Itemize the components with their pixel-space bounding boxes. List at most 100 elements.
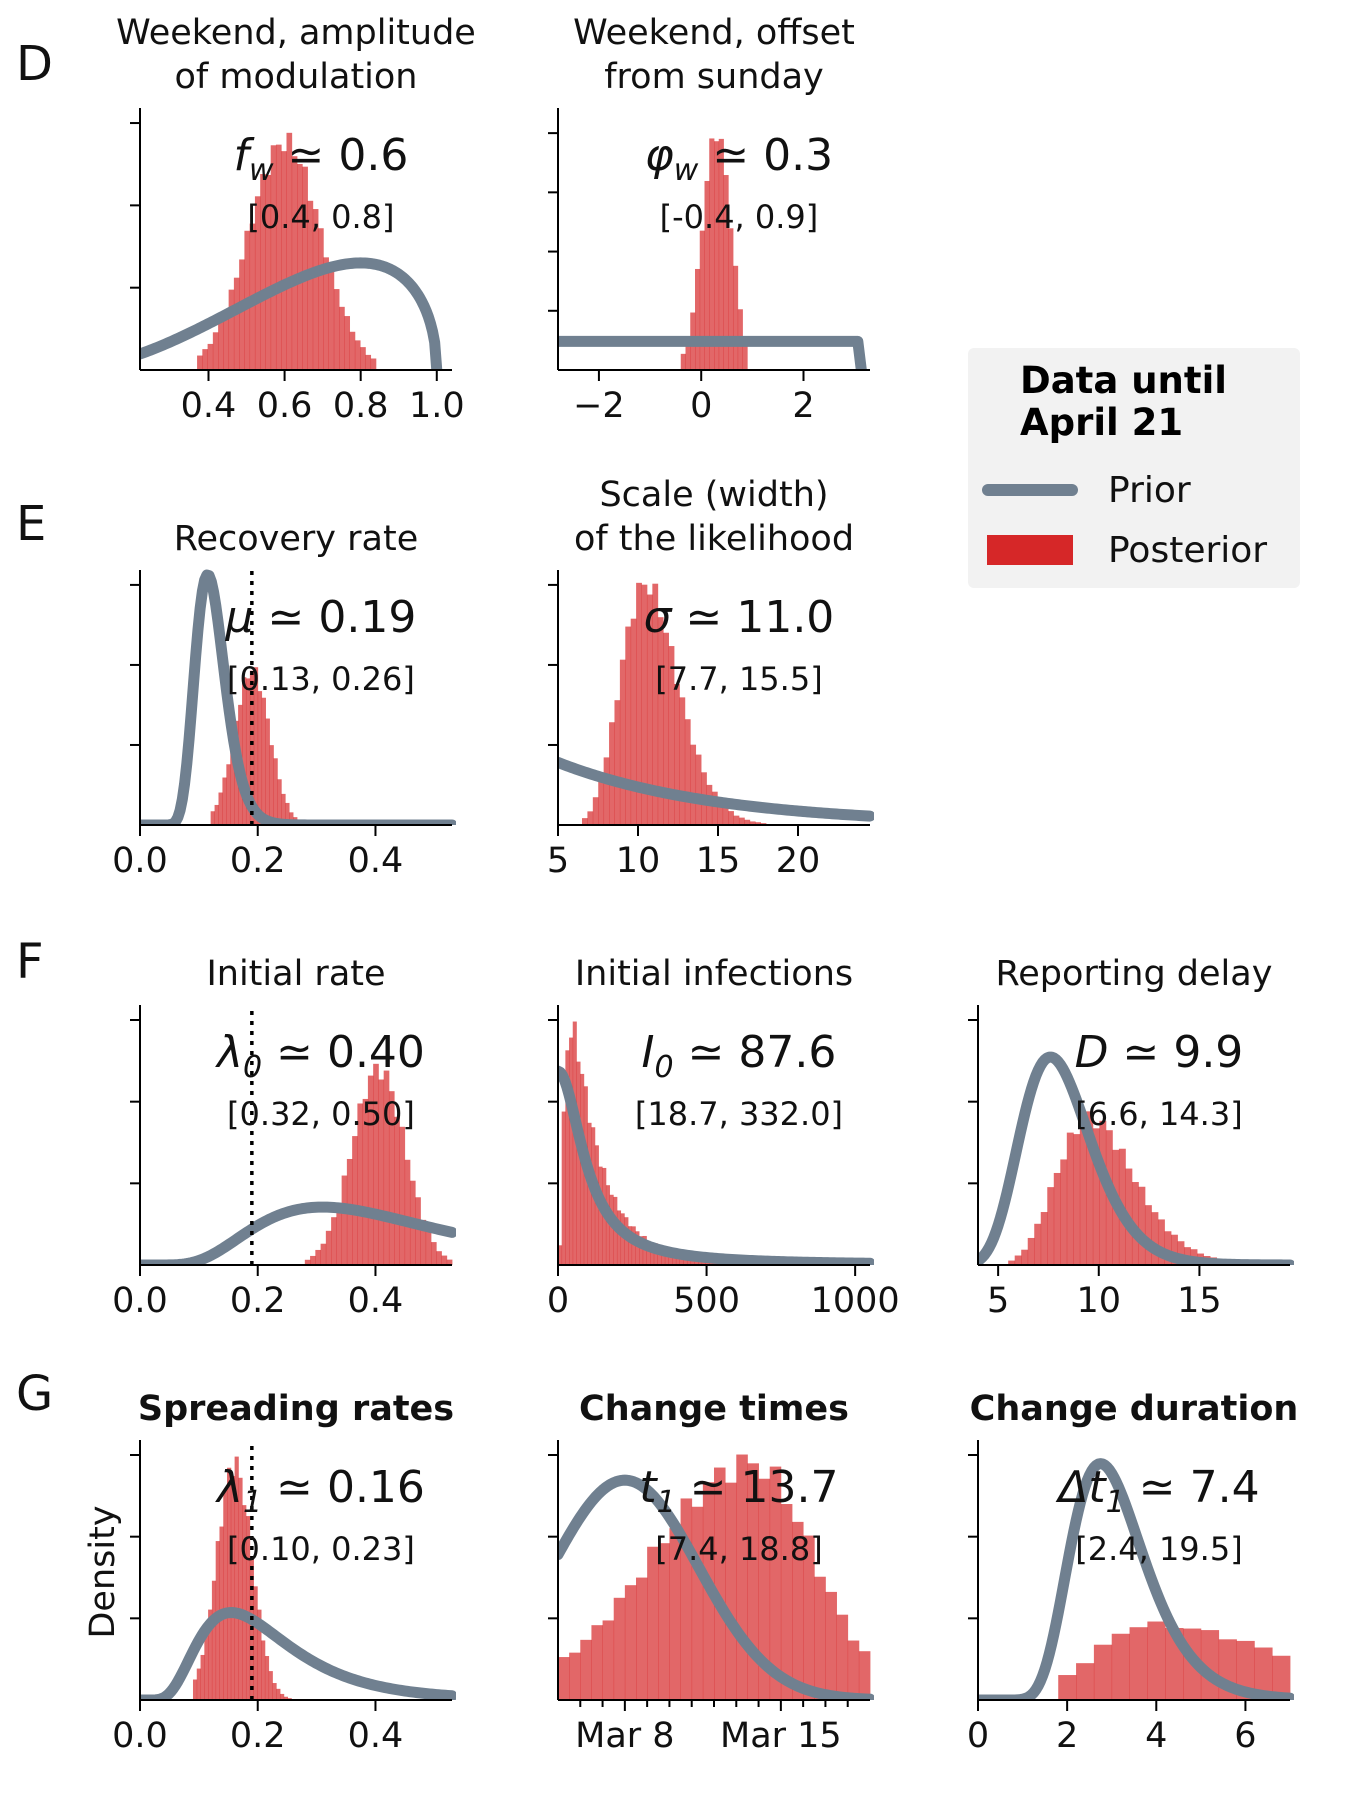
panel-title: Spreading rates [138, 1389, 454, 1429]
posterior-bar [318, 228, 324, 370]
posterior-bar [323, 257, 329, 370]
posterior-bar [780, 1504, 793, 1700]
prior-line [978, 1458, 1294, 1700]
panel-lambda1: 0.0 0.2 0.4 Spreading rates λ1 ≃ 0.16 [0.10, … [16, 1366, 456, 1756]
marks-t1 [558, 1454, 874, 1700]
posterior-bar [378, 1079, 385, 1265]
posterior-bar [388, 1091, 395, 1265]
posterior-bar [260, 174, 266, 370]
panel-letter: F [16, 934, 44, 990]
posterior-bar [333, 289, 340, 370]
posterior-bar [446, 1259, 453, 1265]
posterior-bar [624, 1217, 629, 1265]
x-tick-label: −2 [573, 386, 625, 426]
posterior-bar [430, 1242, 437, 1265]
posterior-bar [714, 1467, 726, 1700]
posterior-bar [425, 1231, 432, 1265]
posterior-bar [245, 1516, 251, 1700]
panel-title: Change times [579, 1389, 849, 1429]
posterior-bar [227, 1467, 232, 1700]
posterior-bar [370, 358, 377, 370]
panel-letter: D [16, 36, 53, 92]
legend-posterior-swatch [987, 535, 1073, 565]
posterior-bar [249, 670, 255, 825]
posterior-bar [281, 151, 287, 370]
posterior-bar [561, 1111, 566, 1265]
posterior-bar [211, 1580, 217, 1700]
posterior-bar [420, 1219, 427, 1265]
posterior-bar [558, 1245, 563, 1265]
posterior-bar [1092, 1128, 1100, 1265]
posterior-bar [628, 1226, 633, 1265]
posterior-bar [598, 781, 605, 825]
x-tick-label: 0.2 [230, 1716, 286, 1756]
posterior-bar [360, 347, 366, 370]
x-tick-label: 0.8 [333, 386, 389, 426]
posterior-bar [1047, 1187, 1055, 1265]
x-tick-label: 0.4 [181, 386, 237, 426]
x-tick-label: Mar 8 [575, 1716, 674, 1756]
posterior-bar [253, 667, 259, 825]
panel-title: Initial rate [206, 954, 385, 994]
posterior-bar [635, 1231, 640, 1265]
posterior-bar [272, 1683, 277, 1700]
marks-fw [140, 132, 443, 370]
posterior-bar [208, 1609, 213, 1700]
posterior-bar [277, 779, 282, 825]
posterior-bar [684, 719, 691, 825]
posterior-bar [331, 1217, 337, 1265]
posterior-bar [239, 259, 245, 370]
x-tick-label: Mar 15 [720, 1716, 842, 1756]
posterior-bar [725, 1482, 737, 1700]
posterior-bar [711, 791, 718, 825]
posterior-bar [373, 1063, 379, 1265]
posterior-bar [367, 1075, 374, 1265]
posterior-bar [394, 1116, 400, 1265]
x-tick-label: 10 [616, 841, 661, 881]
prior-line [558, 1065, 874, 1265]
posterior-bar [717, 801, 724, 825]
posterior-bar [336, 1202, 343, 1265]
x-tick-label: 2 [1056, 1716, 1078, 1756]
marks-lambda0 [140, 1005, 456, 1265]
posterior-bar [257, 691, 263, 825]
posterior-bar [685, 338, 691, 370]
interval-label: [7.7, 15.5] [655, 660, 822, 698]
posterior-bar [196, 1668, 201, 1700]
x-tick-label: 0.2 [230, 841, 286, 881]
posterior-bar [1111, 1633, 1130, 1700]
posterior-bar [749, 821, 756, 825]
panel-title: from sunday [604, 57, 824, 97]
legend-title: Data until April 21 [1020, 359, 1227, 444]
x-tick-label: 0.6 [257, 386, 313, 426]
posterior-bar [1086, 1111, 1094, 1265]
posterior-bar [580, 1639, 592, 1700]
posterior-bar [325, 1230, 332, 1265]
posterior-bar [310, 1255, 316, 1265]
estimate-label: t1 ≃ 13.7 [639, 1462, 838, 1520]
posterior-bar [341, 1175, 348, 1265]
posterior-bar [1040, 1212, 1048, 1265]
posterior-bar [362, 1098, 369, 1265]
posterior-bar [291, 156, 298, 370]
posterior-bar [399, 1126, 406, 1265]
posterior-bar [641, 584, 648, 825]
posterior-bar [404, 1159, 411, 1265]
posterior-bar [228, 289, 235, 370]
posterior-bar [722, 806, 729, 825]
x-tick-label: 1000 [811, 1281, 900, 1321]
posterior-bar [1164, 1231, 1172, 1265]
posterior-bar [265, 718, 270, 825]
posterior-bar [624, 1585, 637, 1700]
posterior-bar [286, 132, 293, 370]
posterior-bar [680, 1498, 693, 1700]
posterior-bar [668, 646, 675, 825]
posterior-bar [631, 1226, 636, 1265]
legend-prior-label: Prior [1108, 469, 1191, 511]
posterior-bar [1073, 1134, 1081, 1265]
posterior-bar [736, 1454, 748, 1700]
posterior-bar [304, 1259, 311, 1265]
